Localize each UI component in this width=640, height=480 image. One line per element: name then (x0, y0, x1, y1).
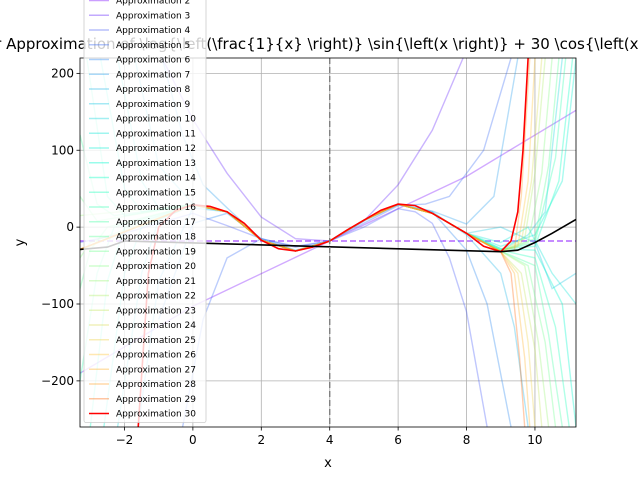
legend-label: Approximation 14 (116, 174, 196, 184)
y-tick-label: 100 (51, 143, 74, 157)
legend-label: Approximation 2 (116, 0, 190, 7)
legend-label: Approximation 21 (116, 277, 196, 287)
plot-frame (79, 57, 577, 428)
y-tick-label: 200 (51, 66, 74, 80)
legend-label: Approximation 5 (116, 41, 190, 51)
legend-label: Approximation 27 (116, 365, 196, 375)
legend-label: Approximation 19 (116, 247, 196, 257)
legend-label: Approximation 23 (116, 306, 196, 316)
y-tick-label: 0 (66, 220, 74, 234)
legend-label: Approximation 16 (116, 203, 196, 213)
legend-label: Approximation 6 (116, 56, 191, 66)
legend-label: Approximation 9 (116, 100, 191, 110)
x-axis-label: x (324, 456, 332, 471)
legend-label: Approximation 26 (116, 351, 196, 361)
legend-label: Approximation 18 (116, 233, 196, 243)
legend-label: Approximation 8 (116, 85, 191, 95)
x-tick-label: −2 (116, 433, 134, 447)
x-tick-label: 2 (257, 433, 265, 447)
y-tick-label: −100 (41, 297, 74, 311)
legend-label: Approximation 20 (116, 262, 196, 272)
legend-label: Approximation 24 (116, 321, 196, 331)
legend-box (83, 0, 207, 423)
legend-label: Approximation 10 (116, 115, 196, 125)
x-tick-label: 6 (394, 433, 402, 447)
x-tick-label: 8 (463, 433, 471, 447)
y-tick-label: −200 (41, 374, 74, 388)
legend-label: Approximation 25 (116, 336, 196, 346)
y-axis-label: y (13, 238, 28, 246)
legend-label: Approximation 7 (116, 70, 190, 80)
series-line (161, 58, 464, 242)
legend-label: Approximation 13 (116, 159, 196, 169)
legend-label: Approximation 3 (116, 11, 190, 21)
x-tick-label: 0 (189, 433, 197, 447)
legend-label: Approximation 12 (116, 144, 196, 154)
x-axis-ticks: −2 0 2 4 6 8 10 (116, 427, 543, 447)
y-axis-ticks: −200 −100 0 100 200 (41, 66, 80, 388)
legend-label: Approximation 4 (116, 26, 191, 36)
legend-label: Approximation 17 (116, 218, 196, 228)
legend-label: Approximation 22 (116, 292, 196, 302)
legend-label: Approximation 11 (116, 129, 196, 139)
x-tick-label: 4 (326, 433, 334, 447)
x-tick-label: 10 (527, 433, 542, 447)
legend-label: Approximation 15 (116, 188, 196, 198)
series-line (181, 58, 512, 427)
legend-label: Approximation 29 (116, 395, 196, 405)
legend-label: Approximation 28 (116, 380, 196, 390)
legend-label: Approximation 30 (116, 410, 196, 420)
